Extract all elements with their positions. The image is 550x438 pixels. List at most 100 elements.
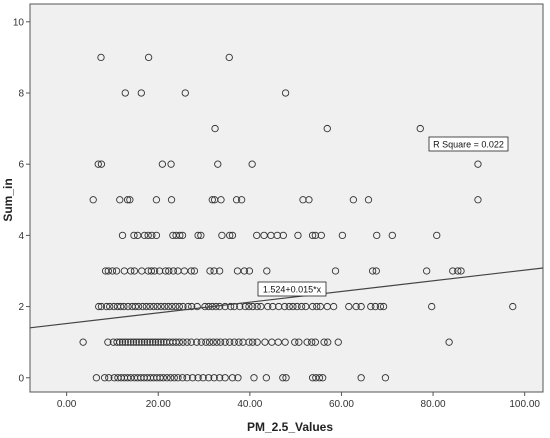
data-point [156,374,164,382]
data-point [367,302,375,311]
data-point [235,338,243,346]
data-point [151,338,160,346]
data-point [106,302,114,311]
data-point [302,302,310,311]
data-point [116,196,124,204]
data-point [183,374,191,382]
y-tick-label: 2 [18,302,24,313]
data-point [313,302,321,311]
data-point [323,124,331,133]
data-point [221,302,229,311]
data-point [133,231,142,240]
data-point [282,374,290,382]
data-point [89,196,97,204]
data-point [281,302,289,311]
data-point [237,196,246,204]
data-point [226,338,234,346]
data-point [144,53,153,62]
fit-equation-text: 1.524+0.015*x [263,285,322,295]
data-point [187,338,195,346]
data-point [428,302,436,311]
x-axis-title: PM_2.5_Values [247,420,333,434]
data-point [316,302,325,311]
data-point [349,196,358,204]
data-point [127,338,135,346]
x-tick-label: 40.00 [237,399,262,410]
data-point [308,231,317,240]
data-point [113,338,121,346]
x-axis: 0.00 20.00 40.00 60.00 80.00 100.00 [57,392,540,410]
data-point [357,374,365,382]
y-tick-label: 4 [18,231,24,242]
data-point [138,338,146,346]
data-point [373,231,381,240]
data-point [161,267,170,275]
data-point [250,374,258,382]
data-point [97,53,105,62]
y-tick-label: 6 [18,160,24,171]
data-point [130,267,139,275]
data-point [167,196,176,204]
data-point [112,267,121,275]
data-point [232,196,241,204]
data-point [345,302,353,311]
data-point [110,374,118,382]
data-point [257,302,265,311]
data-point [228,374,237,382]
data-point [142,302,150,311]
data-point [371,302,380,311]
data-point [217,196,225,204]
data-point [110,302,118,311]
data-point [279,374,287,382]
data-point [97,302,106,311]
data-point [308,374,317,382]
data-point [127,374,135,382]
data-point [230,338,238,346]
data-point [213,338,221,346]
data-point [368,267,377,275]
data-point [206,267,214,275]
data-point [331,267,340,275]
data-point [433,231,441,240]
data-point [149,338,157,346]
data-point [293,302,301,311]
data-point [457,267,465,275]
data-point [281,338,289,346]
data-point [181,89,189,97]
data-point [165,267,173,275]
data-point [253,338,261,346]
x-tick-label: 0.00 [57,399,77,410]
data-point [319,374,327,382]
data-point [245,302,253,311]
data-point [221,338,229,346]
data-point [285,302,293,311]
data-point [320,338,328,346]
data-point [187,267,195,275]
data-point [175,302,183,311]
data-point [215,267,224,275]
data-point [423,267,431,275]
y-tick-label: 10 [13,17,25,28]
data-point [178,231,187,240]
data-point [101,267,110,275]
data-point [135,338,143,346]
data-point [108,267,117,275]
data-point [205,338,214,346]
data-point [379,302,388,311]
data-point [178,374,187,382]
data-point [253,302,261,311]
data-point [294,231,302,240]
data-point [297,302,306,311]
data-point [123,196,132,204]
data-point [152,196,161,204]
data-point [324,338,332,346]
data-point [139,302,147,311]
data-point [152,231,161,240]
data-point [157,338,165,346]
data-point [215,374,224,382]
data-point [175,338,183,346]
r-square-text: R Square = 0.022 [433,140,504,150]
data-point [124,338,132,346]
data-point [150,267,159,275]
data-point [118,338,127,346]
